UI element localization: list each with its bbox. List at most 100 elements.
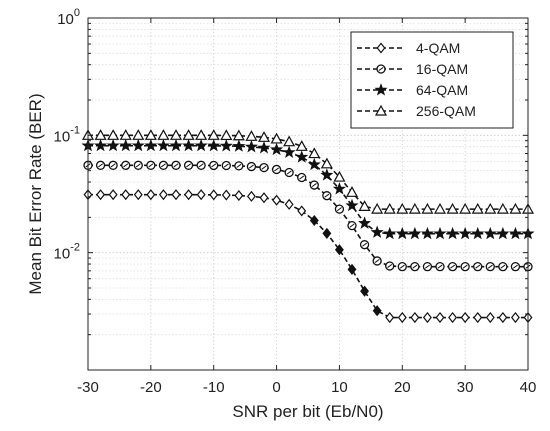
triangle-marker xyxy=(433,202,447,214)
star-marker xyxy=(358,216,372,229)
legend-item-16-qam: 16-QAM xyxy=(357,61,468,77)
star-marker xyxy=(219,139,233,152)
diamond-marker xyxy=(347,263,357,275)
circle-marker-slash xyxy=(236,163,242,168)
y-tick-labels: 100 10-1 10-2 xyxy=(54,7,80,263)
circle-marker-slash xyxy=(223,163,229,168)
triangle-marker xyxy=(333,170,346,182)
x-tick-label: -30 xyxy=(77,379,99,396)
diamond-marker xyxy=(435,311,445,324)
star-marker xyxy=(370,225,384,238)
diamond-marker xyxy=(259,192,269,204)
triangle-marker xyxy=(169,129,183,140)
circle-marker-slash xyxy=(186,163,192,168)
star-marker xyxy=(508,226,522,240)
y-tick-label: 10-1 xyxy=(54,124,80,145)
x-tick-label: 0 xyxy=(272,379,280,396)
circle-marker-slash xyxy=(412,264,418,269)
star-marker xyxy=(458,226,472,240)
diamond-marker xyxy=(96,189,106,201)
triangle-marker xyxy=(220,129,233,141)
circle-marker-slash xyxy=(374,258,380,263)
triangle-marker xyxy=(207,129,220,140)
diamond-marker xyxy=(108,189,118,201)
star-marker xyxy=(270,142,284,156)
legend-label: 256-QAM xyxy=(416,103,476,119)
x-tick-label: -20 xyxy=(140,379,162,396)
x-tick-label: 40 xyxy=(520,379,537,396)
star-marker xyxy=(383,226,397,240)
legend-item-256-qam: 256-QAM xyxy=(357,103,476,119)
triangle-marker xyxy=(421,202,434,214)
x-axis-title: SNR per bit (Eb/N0) xyxy=(232,402,383,421)
star-marker xyxy=(144,138,158,152)
star-marker xyxy=(131,138,145,152)
circle-marker-slash xyxy=(274,167,280,172)
circle-marker-slash xyxy=(324,193,330,198)
circle-marker-slash xyxy=(299,175,305,180)
diamond-marker xyxy=(360,285,370,297)
diamond-marker xyxy=(385,311,395,324)
circle-marker-slash xyxy=(311,183,317,188)
diamond-marker xyxy=(473,311,483,324)
triangle-marker xyxy=(484,202,497,214)
diamond-marker xyxy=(158,189,168,201)
x-tick-labels: -30 -20 -10 0 10 20 30 40 xyxy=(77,379,536,396)
triangle-marker xyxy=(358,200,371,211)
diamond-marker xyxy=(284,198,294,210)
star-marker xyxy=(471,226,485,240)
star-marker xyxy=(496,226,510,240)
circle-marker-slash xyxy=(349,223,355,228)
x-tick-label: 20 xyxy=(394,379,411,396)
y-tick-label: 10-2 xyxy=(54,242,80,263)
triangle-marker xyxy=(144,129,157,140)
star-marker xyxy=(446,226,460,240)
triangle-marker xyxy=(195,129,208,140)
triangle-marker xyxy=(345,186,359,197)
triangle-marker xyxy=(408,202,421,214)
legend-label: 4-QAM xyxy=(416,40,460,56)
diamond-marker xyxy=(209,189,219,201)
star-marker xyxy=(169,138,183,152)
diamond-marker xyxy=(171,189,181,201)
star-marker xyxy=(395,226,409,240)
diamond-marker xyxy=(221,189,231,201)
diamond-marker xyxy=(246,190,256,202)
triangle-marker xyxy=(446,202,459,214)
circle-marker-slash xyxy=(424,264,430,269)
star-marker xyxy=(94,138,108,152)
diamond-marker xyxy=(196,189,206,201)
series-4-qam xyxy=(83,189,533,324)
circle-marker-slash xyxy=(399,264,405,269)
axis-ticks xyxy=(87,18,529,371)
triangle-marker xyxy=(232,129,245,141)
legend: 4-QAM 16-QAM 64-QAM 256-QAM xyxy=(350,31,514,129)
circle-marker-slash xyxy=(286,170,292,175)
circle-marker-slash xyxy=(475,264,481,269)
triangle-marker xyxy=(270,132,283,144)
diamond-marker xyxy=(372,305,382,317)
star-marker xyxy=(433,226,447,240)
star-marker xyxy=(207,138,221,152)
circle-marker-slash xyxy=(437,264,443,269)
circle-marker-slash xyxy=(378,66,384,72)
triangle-marker xyxy=(471,202,484,214)
diamond-marker xyxy=(376,42,386,54)
star-marker xyxy=(307,157,321,171)
plot-frame xyxy=(87,17,529,371)
triangle-marker xyxy=(283,135,296,147)
star-marker xyxy=(182,138,196,152)
diamond-marker xyxy=(397,311,407,324)
star-marker xyxy=(345,198,359,212)
circle-marker-slash xyxy=(450,264,456,269)
circle-marker-slash xyxy=(123,163,129,168)
triangle-marker xyxy=(132,129,145,140)
circle-marker-slash xyxy=(462,264,468,269)
triangle-marker xyxy=(308,147,321,159)
legend-item-4-qam: 4-QAM xyxy=(357,40,460,56)
diamond-marker xyxy=(121,189,131,201)
circle-marker-slash xyxy=(173,163,179,168)
diamond-marker xyxy=(272,194,282,206)
diamond-marker xyxy=(410,311,420,324)
